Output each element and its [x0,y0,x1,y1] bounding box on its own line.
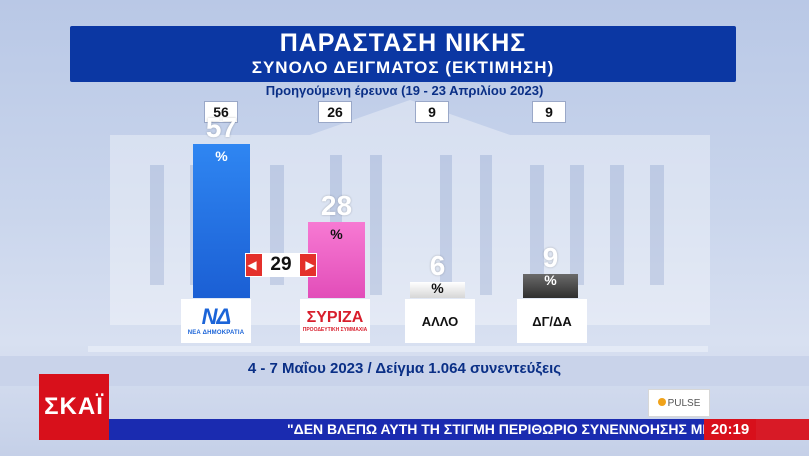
bar-syriza [308,222,365,298]
news-ticker: "ΔΕΝ ΒΛΕΠΩ ΑΥΤΗ ΤΗ ΣΤΙΓΜΗ ΠΕΡΙΘΩΡΙΟ ΣΥΝΕ… [109,419,704,440]
label-nd: ΝΔ ΝΕΑ ΔΗΜΟΚΡΑΤΙΑ [181,299,251,343]
value-label-syriza: 28 [320,190,353,222]
previous-value-dgda: 9 [532,101,566,123]
ticker-red-strip [756,419,809,440]
nd-logo-mark: ΝΔ [201,304,232,329]
sample-info: 4 - 7 Μαΐου 2023 / Δείγμα 1.064 συνεντεύ… [247,360,562,377]
chart-title: ΠΑΡΑΣΤΑΣΗ ΝΙΚΗΣ [279,29,527,57]
bar-dgda [523,273,578,298]
left-arrow-icon: ◀ [247,258,257,272]
pulse-dot-icon [657,397,666,406]
bar-nd [193,144,250,298]
previous-value-allo: 9 [415,101,449,123]
bar-allo [410,281,465,298]
nd-logo-subtitle: ΝΕΑ ΔΗΜΟΚΡΑΤΙΑ [187,330,245,336]
pollster-logo: PULSE [648,389,710,417]
pollster-name: PULSE [667,397,701,409]
broadcast-clock: 20:19 [704,419,756,440]
label-dgda: ΔΓ/ΔΑ [517,299,587,343]
label-allo: ΑΛΛΟ [405,299,475,343]
value-label-dgda: 9 [542,241,559,273]
value-label-nd: 57 [205,112,238,144]
syriza-logo-mark: ΣΥΡΙΖΑ [306,308,364,326]
difference-value: 29 [262,254,300,276]
chart-header: ΠΑΡΑΣΤΑΣΗ ΝΙΚΗΣ ΣΥΝΟΛΟ ΔΕΙΓΜΑΤΟΣ (ΕΚΤΙΜΗ… [70,26,736,82]
footer-band [0,356,809,386]
percent-sign-allo: % [431,279,444,296]
label-syriza: ΣΥΡΙΖΑ ΠΡΟΟΔΕΥΤΙΚΗ ΣΥΜΜΑΧΙΑ [300,299,370,343]
percent-sign-nd: % [215,148,228,165]
percent-sign-syriza: % [330,226,343,243]
channel-logo: ΣΚΑΪ [39,374,109,440]
previous-value-syriza: 26 [318,101,352,123]
right-arrow-icon: ▶ [305,258,315,272]
chart-subtitle: ΣΥΝΟΛΟ ΔΕΙΓΜΑΤΟΣ (ΕΚΤΙΜΗΣΗ) [251,58,555,77]
syriza-logo-subtitle: ΠΡΟΟΔΕΥΤΙΚΗ ΣΥΜΜΑΧΙΑ [302,326,368,333]
chart-baseline [88,346,708,352]
previous-survey-title: Προηγούμενη έρευνα (19 - 23 Απριλίου 202… [265,83,544,98]
value-label-allo: 6 [429,249,446,281]
percent-sign-dgda: % [544,271,557,288]
difference-badge: ◀ 29 ▶ [245,253,317,277]
previous-value-nd: 56 [204,101,238,123]
